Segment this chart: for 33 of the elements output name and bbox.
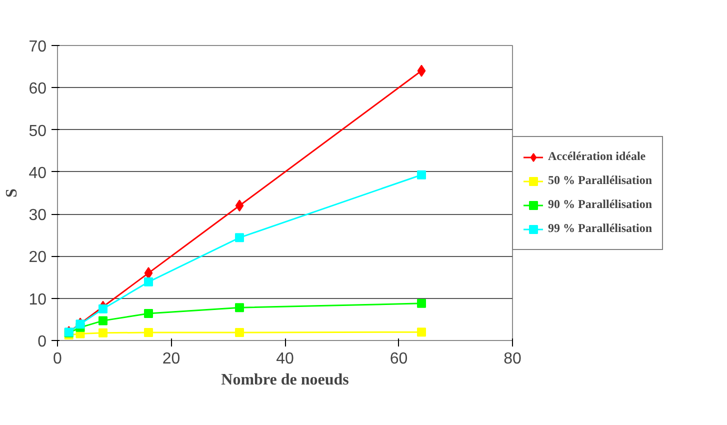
point <box>417 328 426 337</box>
x-tick-label: 60 <box>390 350 408 368</box>
y-tick-label: 60 <box>28 80 47 98</box>
legend-label: 99 % Parallélisation <box>548 221 652 236</box>
point <box>235 328 244 337</box>
point <box>98 304 108 314</box>
legend-label: 50 % Parallélisation <box>548 173 652 188</box>
y-axis-title: S <box>4 188 21 198</box>
y-tick-label: 10 <box>28 291 47 308</box>
y-tick-label: 0 <box>38 334 47 350</box>
x-axis-title: Nombre de noeuds <box>221 372 349 388</box>
point <box>235 303 244 312</box>
point <box>144 309 153 318</box>
point <box>144 277 153 286</box>
x-tick-label: 80 <box>504 350 522 368</box>
point <box>144 328 153 337</box>
legend-label: 90 % Parallélisation <box>548 197 652 212</box>
y-tick-label: 20 <box>28 249 47 266</box>
legend-label: Accélération idéale <box>548 149 646 164</box>
point <box>417 170 426 180</box>
point <box>417 298 426 308</box>
point <box>235 233 244 242</box>
point <box>98 328 108 338</box>
point <box>98 316 108 326</box>
x-tick-label: 0 <box>53 350 62 368</box>
y-tick-label: 70 <box>28 38 47 56</box>
y-tick-label: 30 <box>28 207 47 224</box>
point <box>235 200 244 212</box>
y-tick-label: 40 <box>28 164 47 182</box>
y-tick-label: 50 <box>28 122 47 140</box>
x-tick-label: 20 <box>162 350 180 368</box>
x-tick-label: 40 <box>276 350 294 368</box>
point <box>417 64 426 77</box>
